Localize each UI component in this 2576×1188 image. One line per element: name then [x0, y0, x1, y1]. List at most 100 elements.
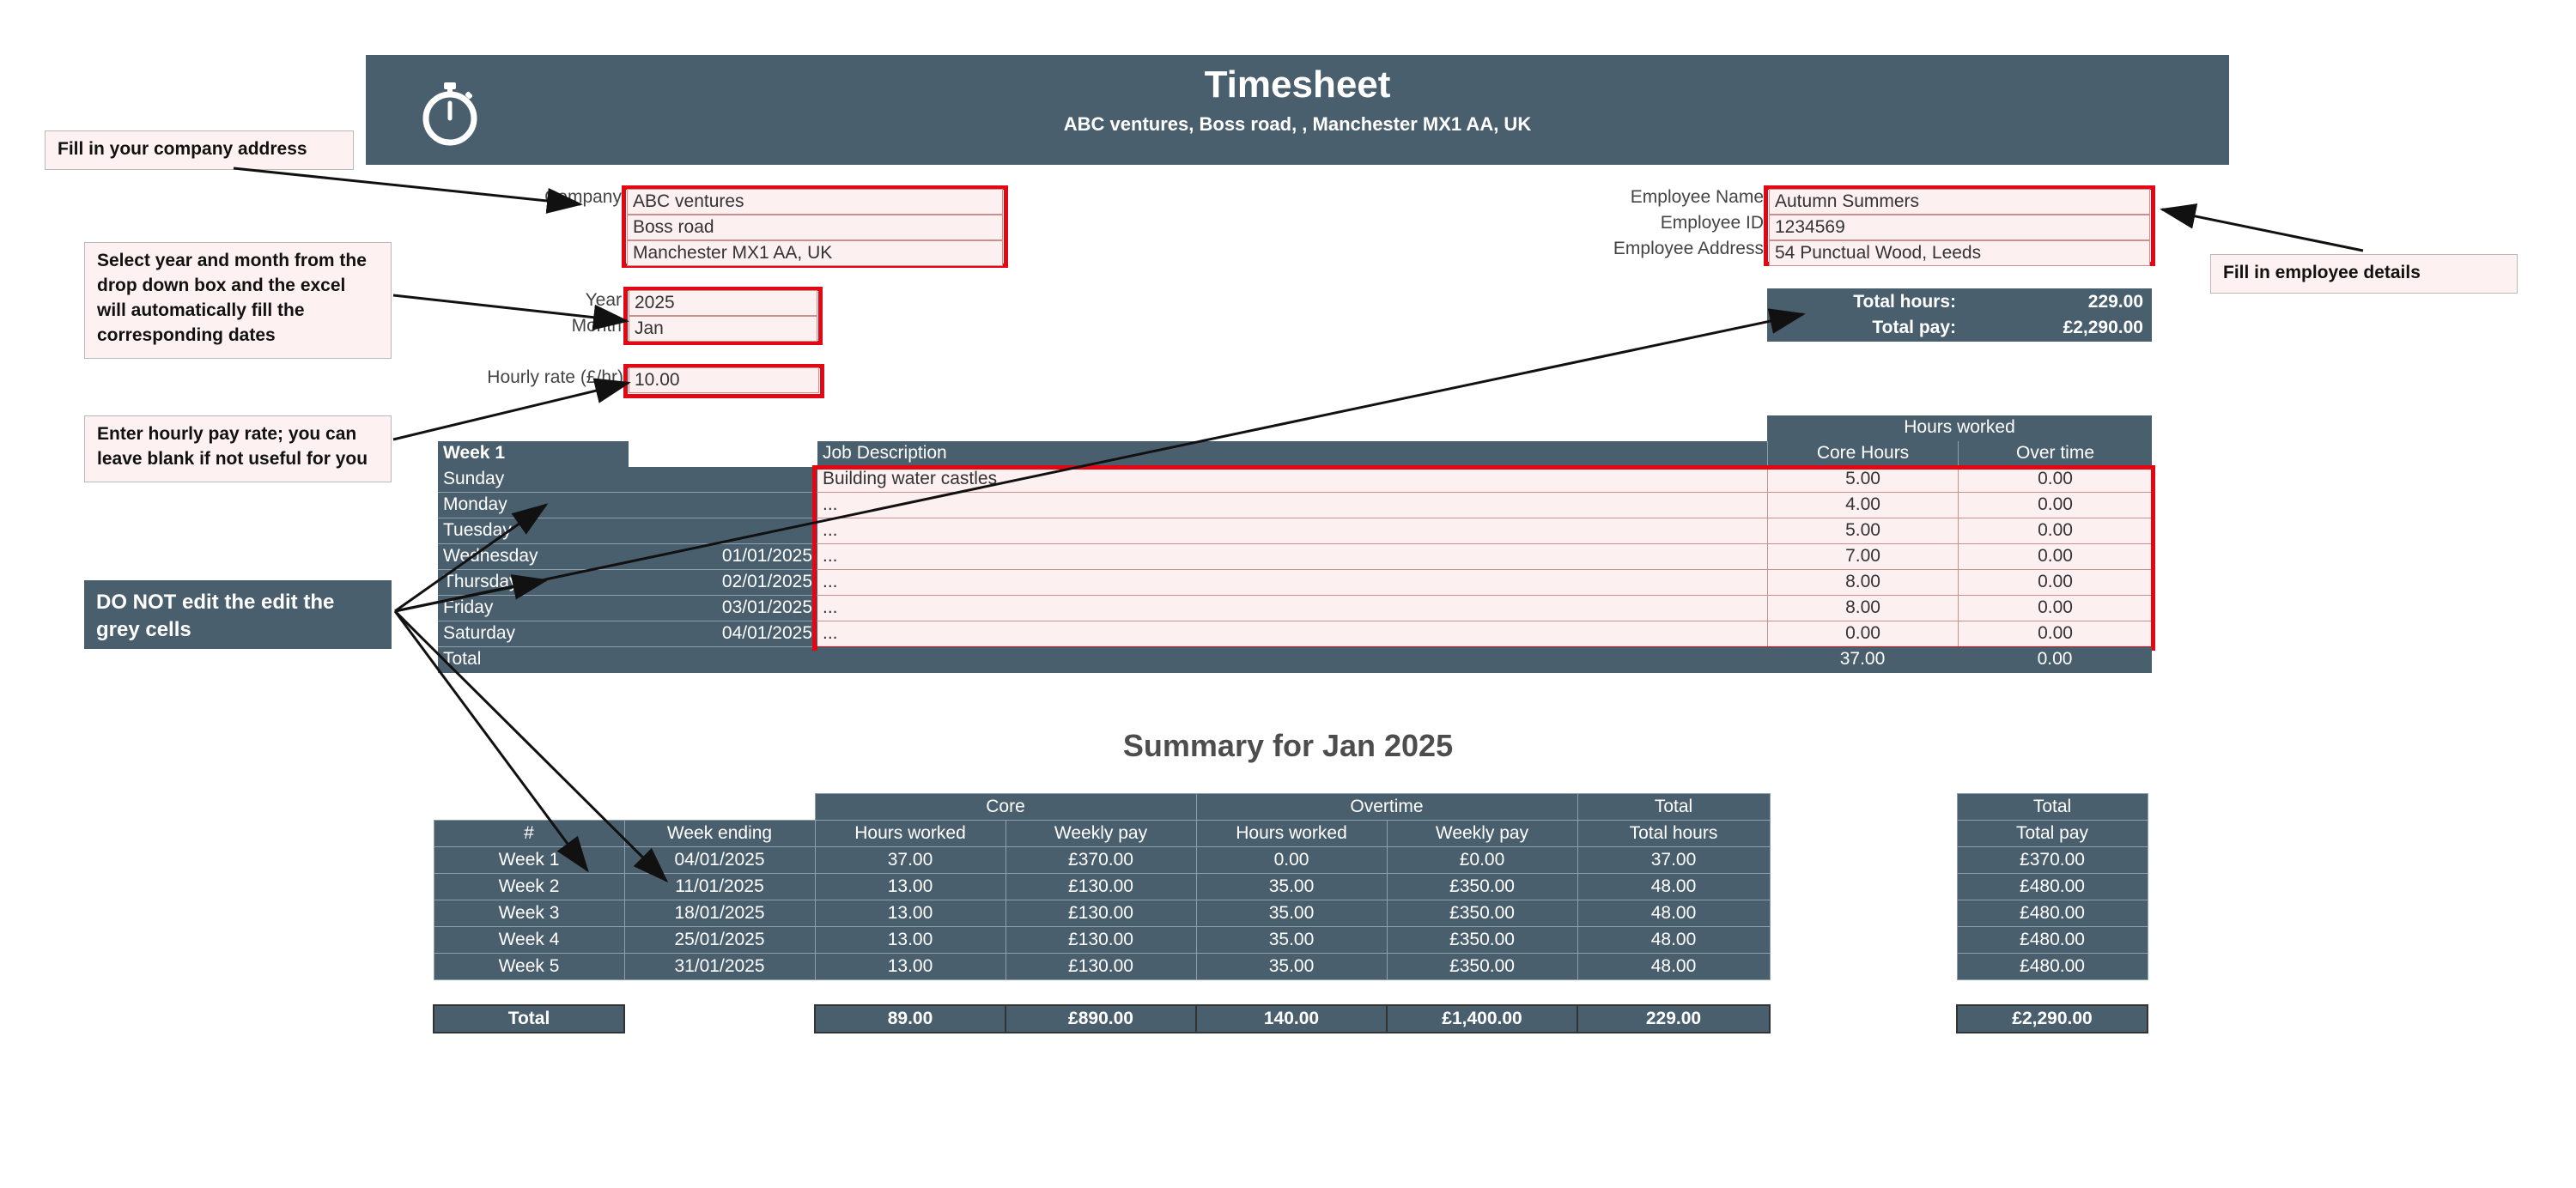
summary-cell-week: Week 3 — [433, 900, 625, 927]
job-description-cell[interactable]: ... — [817, 544, 1767, 570]
arrow-grey-day — [394, 503, 549, 613]
summary-cell-ending: 31/01/2025 — [623, 953, 816, 980]
summary-cell-ending: 25/01/2025 — [623, 926, 816, 954]
summary-cell-ot-hours: 35.00 — [1195, 873, 1388, 900]
summary-cell-total-hours: 48.00 — [1577, 926, 1771, 954]
employee-address-input[interactable]: 54 Punctual Wood, Leeds — [1769, 240, 2150, 266]
summary-header-row: # Week ending Hours worked Weekly pay Ho… — [433, 820, 1771, 847]
day-date: 02/01/2025 — [629, 570, 817, 596]
company-line-1[interactable]: ABC ventures — [627, 189, 1003, 215]
summary-title: Summary for Jan 2025 — [1122, 728, 1454, 763]
day-date: 01/01/2025 — [629, 544, 817, 570]
overtime-header: Over time — [1958, 441, 2152, 467]
summary-header: Hours worked — [1195, 820, 1388, 847]
week-total-core: 37.00 — [1839, 649, 1886, 669]
company-line-3[interactable]: Manchester MX1 AA, UK — [627, 240, 1003, 266]
ot-hours-cell[interactable]: 0.00 — [1958, 518, 2152, 544]
summary-total-core-hours: 89.00 — [814, 1004, 1006, 1033]
hourly-rate-input[interactable]: 10.00 — [629, 367, 819, 393]
core-hours-cell[interactable]: 8.00 — [1767, 596, 1958, 621]
job-description-cell[interactable]: ... — [817, 596, 1767, 621]
summary-cell-ot-pay: £350.00 — [1386, 873, 1578, 900]
core-hours-cell[interactable]: 7.00 — [1767, 544, 1958, 570]
ot-hours-cell[interactable]: 0.00 — [1958, 493, 2152, 518]
month-select[interactable]: Jan — [629, 316, 817, 342]
arrow-year-month — [392, 294, 629, 330]
hourly-rate-label: Hourly rate (£/hr) — [487, 367, 623, 387]
summary-total-hours: 229.00 — [1577, 1004, 1771, 1033]
day-label: Sunday — [438, 467, 629, 493]
summary-group-core: Core — [814, 793, 1197, 821]
summary-cell-ot-pay: £350.00 — [1386, 953, 1578, 980]
day-date — [629, 467, 817, 493]
summary-cell-core-hours: 13.00 — [814, 873, 1006, 900]
job-description-cell[interactable]: ... — [817, 518, 1767, 544]
week-total-label: Total — [443, 649, 482, 669]
summary-pay-table: Total Total pay £370.00 £480.00 £480.00 £48… — [1956, 793, 2148, 1033]
totals-box: Total hours: 229.00 Total pay: £2,290.00 — [1767, 288, 2152, 342]
summary-cell-core-hours: 13.00 — [814, 926, 1006, 954]
summary-cell-total-hours: 37.00 — [1577, 846, 1771, 874]
ot-hours-cell[interactable]: 0.00 — [1958, 544, 2152, 570]
core-hours-cell[interactable]: 4.00 — [1767, 493, 1958, 518]
day-date: 03/01/2025 — [629, 596, 817, 621]
employee-name-input[interactable]: Autumn Summers — [1769, 189, 2150, 215]
hours-worked-header: Hours worked — [1767, 415, 2152, 441]
summary-total-ot-hours: 140.00 — [1195, 1004, 1388, 1033]
summary-header: Weekly pay — [1386, 820, 1578, 847]
job-description-cell[interactable]: Building water castles — [817, 467, 1767, 493]
total-row-fill — [817, 647, 1767, 673]
core-hours-cell[interactable]: 5.00 — [1767, 518, 1958, 544]
employee-id-input[interactable]: 1234569 — [1769, 215, 2150, 240]
arrow-grey-ending — [393, 609, 669, 883]
summary-row: Week 5 31/01/2025 13.00 £130.00 35.00 £350.00… — [433, 953, 1771, 980]
summary-cell-total-pay: £480.00 — [1956, 900, 2148, 927]
page-title: Timesheet — [1204, 64, 1391, 106]
ot-hours-cell[interactable]: 0.00 — [1958, 467, 2152, 493]
summary-row: Week 4 25/01/2025 13.00 £130.00 35.00 £350.00… — [433, 926, 1771, 954]
core-hours-cell[interactable]: 8.00 — [1767, 570, 1958, 596]
core-hours-label: Core Hours — [1816, 443, 1910, 463]
ot-hours-cell[interactable]: 0.00 — [1958, 570, 2152, 596]
summary-cell-total-hours: 48.00 — [1577, 873, 1771, 900]
day-label: Friday — [438, 596, 629, 621]
employee-name-label: Employee Name — [1630, 187, 1764, 207]
job-description-cell[interactable]: ... — [817, 570, 1767, 596]
core-hours-header: Core Hours — [1767, 441, 1958, 467]
summary-cell-ot-pay: £0.00 — [1386, 846, 1578, 874]
summary-cell-total-pay: £480.00 — [1956, 873, 2148, 900]
summary-header: Total hours — [1577, 820, 1771, 847]
summary-total-label: Total — [433, 1004, 625, 1033]
summary-cell-total-pay: £480.00 — [1956, 926, 2148, 954]
summary-header: Weekly pay — [1005, 820, 1197, 847]
summary-cell-week: Week 2 — [433, 873, 625, 900]
overtime-label: Over time — [2015, 443, 2094, 463]
arrow-company — [233, 167, 583, 214]
company-line-2[interactable]: Boss road — [627, 215, 1003, 240]
summary-cell-ending: 11/01/2025 — [623, 873, 816, 900]
summary-total-pay: £2,290.00 — [1956, 1004, 2148, 1033]
core-hours-cell[interactable]: 5.00 — [1767, 467, 1958, 493]
summary-total-ot-pay: £1,400.00 — [1386, 1004, 1578, 1033]
summary-cell-ot-pay: £350.00 — [1386, 926, 1578, 954]
summary-pay-group: Total — [1956, 793, 2148, 821]
summary-row: Week 2 11/01/2025 13.00 £130.00 35.00 £350.00… — [433, 873, 1771, 900]
year-select[interactable]: 2025 — [629, 290, 817, 316]
summary-cell-core-hours: 13.00 — [814, 953, 1006, 980]
ot-hours-cell[interactable]: 0.00 — [1958, 596, 2152, 621]
entry-block — [817, 467, 2152, 647]
job-description-header: Job Description — [817, 441, 1767, 467]
week-title: Week 1 — [438, 441, 629, 467]
summary-cell-ot-hours: 0.00 — [1195, 846, 1388, 874]
total-pay-label: Total pay: — [1872, 318, 1956, 337]
arrow-grey-week — [393, 610, 589, 873]
sheet-header: Timesheet ABC ventures, Boss road, , Man… — [366, 55, 2229, 165]
hours-worked-label: Hours worked — [1904, 417, 2015, 437]
total-hours-value: 229.00 — [2087, 292, 2143, 312]
summary-cell-total-hours: 48.00 — [1577, 953, 1771, 980]
summary-cell-total-pay: £480.00 — [1956, 953, 2148, 980]
total-row-values: 37.00 0.00 — [1767, 647, 2152, 673]
week-total-overtime: 0.00 — [2037, 649, 2073, 669]
arrow-hourly — [392, 378, 631, 441]
job-description-cell[interactable]: ... — [817, 493, 1767, 518]
